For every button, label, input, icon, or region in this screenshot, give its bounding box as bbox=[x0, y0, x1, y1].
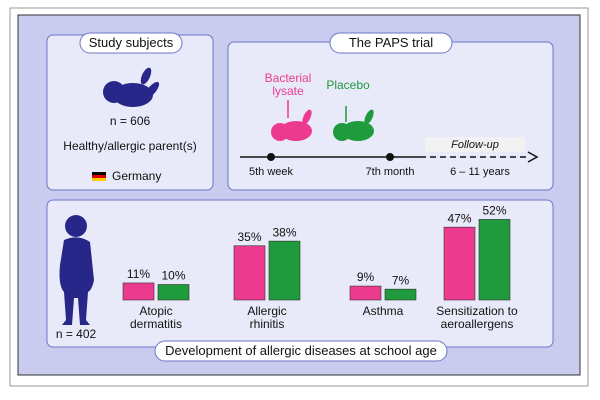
value-label: 11% bbox=[127, 267, 150, 281]
value-label: 47% bbox=[447, 211, 471, 225]
country: Germany bbox=[112, 169, 161, 183]
value-label: 52% bbox=[482, 204, 506, 218]
flag bbox=[92, 175, 106, 178]
timepoint-label: 7th month bbox=[366, 166, 415, 178]
description: Healthy/allergic parent(s) bbox=[63, 139, 196, 153]
panel bbox=[46, 34, 214, 191]
category-label: Sensitization to aeroallergens bbox=[436, 304, 518, 331]
pill bbox=[329, 32, 453, 54]
n-label: n = 402 bbox=[56, 327, 97, 341]
baby-icon bbox=[103, 67, 160, 107]
value-label: 9% bbox=[357, 270, 375, 284]
panel-title: Development of allergic diseases at scho… bbox=[165, 343, 437, 358]
bar bbox=[443, 226, 476, 301]
n-label: n = 606 bbox=[110, 114, 151, 128]
value-label: 7% bbox=[392, 273, 410, 287]
bar bbox=[268, 240, 301, 301]
baby-icon bbox=[333, 109, 374, 141]
value-label: 10% bbox=[161, 269, 185, 283]
value-label: 35% bbox=[237, 230, 261, 244]
category-label: Allergic rhinitis bbox=[247, 304, 287, 331]
baby-icon bbox=[271, 109, 312, 141]
panel-title: Study subjects bbox=[89, 35, 174, 50]
value-label: 38% bbox=[272, 225, 296, 239]
category-label: Atopic dermatitis bbox=[129, 304, 182, 331]
timepoint-label: 5th week bbox=[249, 166, 294, 178]
bar bbox=[233, 245, 266, 301]
timepoint bbox=[267, 153, 275, 161]
followup: Follow-up bbox=[451, 139, 499, 151]
pill bbox=[79, 32, 183, 54]
bar bbox=[478, 219, 511, 301]
bar bbox=[384, 288, 417, 301]
pill bbox=[154, 340, 448, 362]
bar bbox=[157, 284, 190, 301]
series-label: Placebo bbox=[326, 78, 370, 92]
flag bbox=[92, 178, 106, 181]
followup-box bbox=[425, 137, 525, 152]
category-label: Asthma bbox=[362, 304, 404, 318]
timepoint bbox=[386, 153, 394, 161]
panel-title: The PAPS trial bbox=[349, 35, 433, 50]
followup-range: 6 – 11 years bbox=[450, 166, 510, 178]
bar bbox=[122, 282, 155, 301]
series-label: Bacterial lysate bbox=[264, 71, 312, 98]
arrow-head bbox=[527, 151, 539, 163]
flag bbox=[92, 172, 106, 175]
bar bbox=[349, 285, 382, 301]
child-icon bbox=[59, 215, 94, 325]
